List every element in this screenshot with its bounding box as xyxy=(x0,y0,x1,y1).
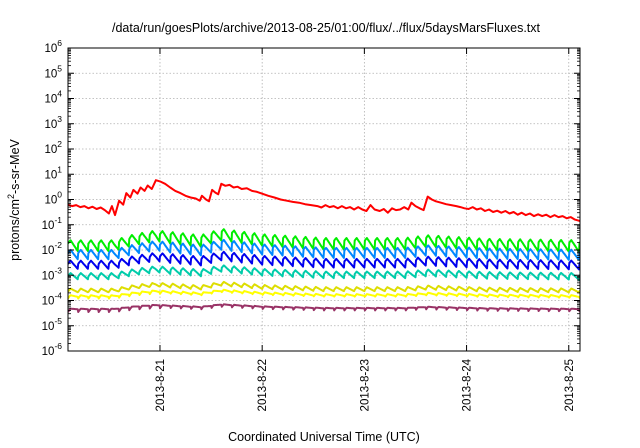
series-line xyxy=(68,179,580,223)
y-tick-label: 10-5 xyxy=(42,316,63,333)
plot-area xyxy=(68,179,580,313)
y-tick-label: 102 xyxy=(44,139,62,156)
series-line xyxy=(68,228,580,253)
y-tick-label: 10-2 xyxy=(42,240,63,257)
y-tick-label: 106 xyxy=(44,38,62,55)
chart-title: /data/run/goesPlots/archive/2013-08-25/0… xyxy=(112,21,541,35)
y-tick-label: 10-1 xyxy=(42,215,63,232)
series-line xyxy=(68,264,580,281)
x-tick-label: 2013-8-21 xyxy=(155,359,167,411)
series-line xyxy=(68,288,580,300)
y-tick-label: 101 xyxy=(44,164,62,181)
x-tick-label: 2013-8-22 xyxy=(257,359,269,411)
y-axis-title: protons/cm2-s-sr-MeV xyxy=(6,138,22,260)
x-tick-label: 2013-8-23 xyxy=(359,359,371,411)
x-axis-title: Coordinated Universal Time (UTC) xyxy=(228,430,420,444)
y-tick-label: 100 xyxy=(44,190,62,207)
series-line xyxy=(68,250,580,271)
x-axis: 2013-8-21 2013-8-22 2013-8-23 2013-8-24 2013… xyxy=(155,48,576,411)
x-tick-label: 2013-8-25 xyxy=(564,359,576,411)
series-line xyxy=(68,280,580,294)
grid xyxy=(68,48,580,351)
y-tick-label: 104 xyxy=(44,89,62,106)
y-tick-label: 103 xyxy=(44,114,62,131)
x-tick-label: 2013-8-24 xyxy=(462,358,474,411)
y-tick-label: 105 xyxy=(44,63,62,80)
y-axis: 10-6 10-5 10-4 10-3 10-2 10-1 100 101 102 103 104 1… xyxy=(42,38,580,358)
series-line xyxy=(68,303,580,313)
y-tick-label: 10-3 xyxy=(42,265,63,282)
series-line xyxy=(68,238,580,261)
y-tick-label: 10-4 xyxy=(42,291,63,308)
y-tick-label: 10-6 xyxy=(42,341,63,358)
